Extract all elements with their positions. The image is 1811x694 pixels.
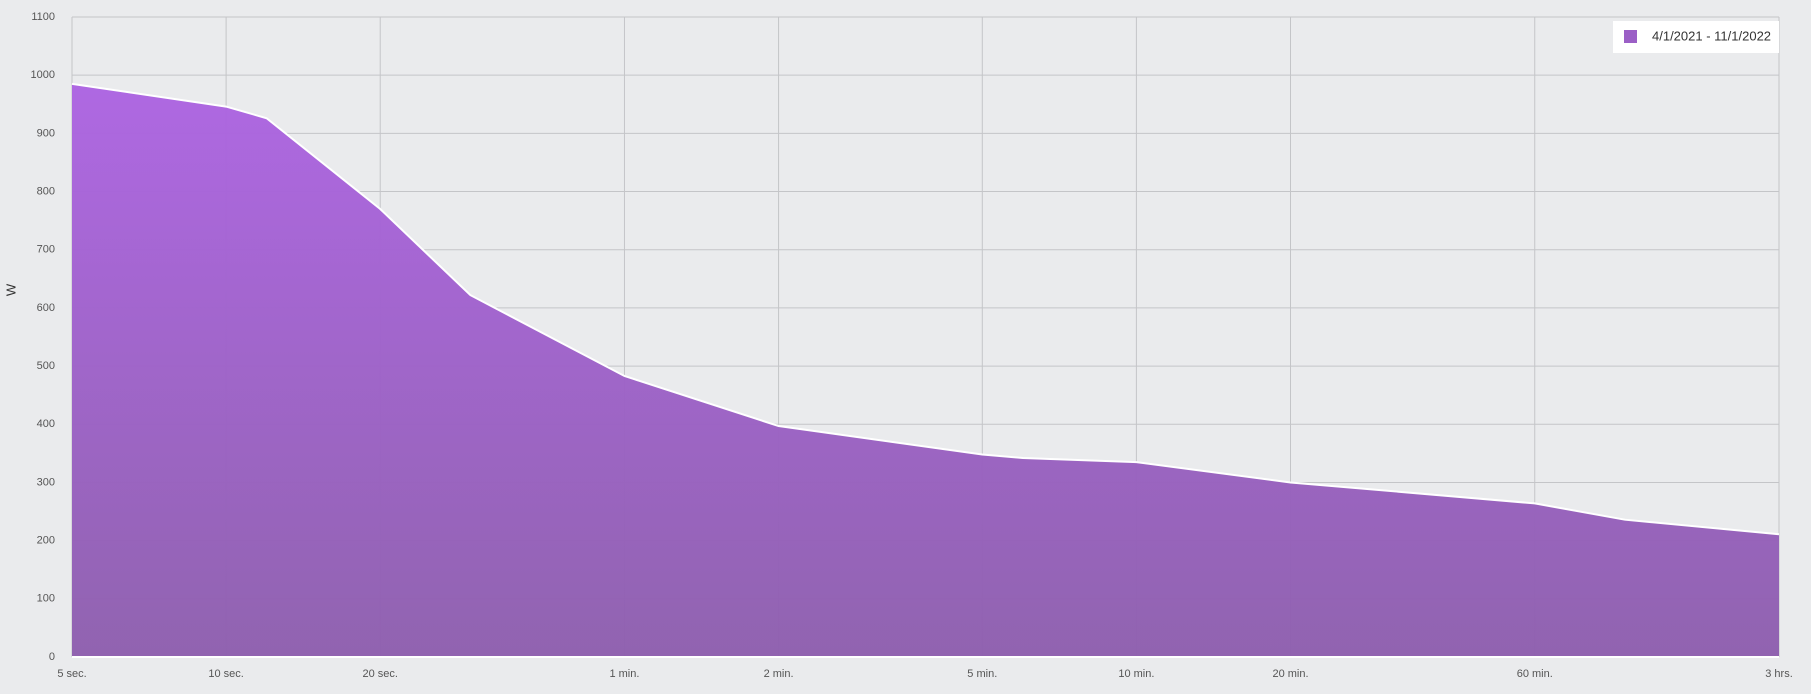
- y-tick-label: 800: [37, 185, 55, 197]
- legend-label: 4/1/2021 - 11/1/2022: [1652, 28, 1771, 43]
- y-tick-label: 600: [37, 302, 55, 314]
- line: [71, 82, 1780, 536]
- x-tick-label: 5 sec.: [57, 668, 86, 680]
- y-tick-label: 0: [49, 651, 55, 663]
- y-tick-label: 900: [37, 127, 55, 139]
- y-tick-label: 400: [37, 418, 55, 430]
- y-tick-label: 100: [37, 593, 55, 605]
- x-tick-label: 2 min.: [764, 668, 794, 680]
- y-tick-label: 200: [37, 535, 55, 547]
- y-tick-label: 700: [37, 244, 55, 256]
- x-tick-label: 3 hrs.: [1765, 668, 1793, 680]
- x-tick-label: 60 min.: [1517, 668, 1553, 680]
- x-tick-label: 10 sec.: [208, 668, 243, 680]
- x-tick-label: 20 sec.: [362, 668, 397, 680]
- area: [72, 83, 1779, 658]
- x-tick-label: 20 min.: [1272, 668, 1308, 680]
- x-tick-label: 10 min.: [1118, 668, 1154, 680]
- x-tick-label: 1 min.: [609, 668, 639, 680]
- x-tick-label: 5 min.: [967, 668, 997, 680]
- y-tick-label: 500: [37, 360, 55, 372]
- y-tick-label: 1000: [31, 69, 55, 81]
- legend: 4/1/2021 - 11/1/2022: [1613, 21, 1779, 53]
- y-tick-label: 1100: [31, 11, 55, 23]
- y-axis-label: W: [3, 283, 18, 296]
- legend-box: [1613, 21, 1779, 53]
- y-tick-label: 300: [37, 476, 55, 488]
- legend-swatch: [1624, 30, 1637, 43]
